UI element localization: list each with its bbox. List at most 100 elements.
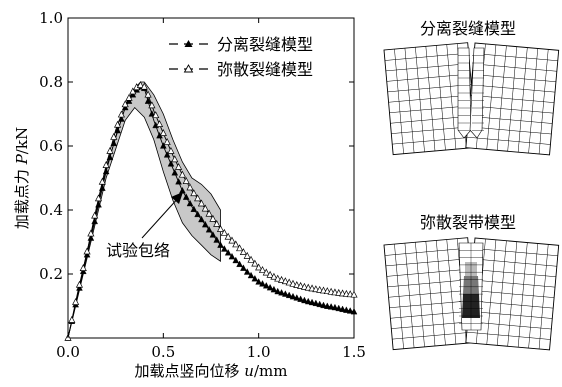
series-point-1 — [152, 111, 160, 119]
series-point-1 — [323, 287, 331, 295]
series-point-0 — [194, 210, 201, 218]
y-axis-label: 加载点力 P/kN — [13, 127, 31, 229]
mesh-line — [474, 248, 558, 257]
mesh-line — [472, 269, 556, 277]
series-point-1 — [209, 214, 217, 222]
mesh-line — [384, 247, 469, 256]
series-point-0 — [167, 160, 175, 167]
legend-marker-filled-triangle — [184, 40, 193, 47]
mesh-line — [392, 136, 476, 145]
series-point-1 — [270, 272, 278, 280]
mesh-line — [466, 331, 551, 340]
series-point-1 — [232, 240, 240, 248]
series-point-0 — [201, 220, 209, 228]
series-point-1 — [72, 297, 80, 305]
mesh-line — [468, 310, 553, 319]
series-point-1 — [136, 81, 145, 88]
series-point-0 — [148, 110, 156, 117]
series-point-0 — [232, 256, 240, 264]
series-point-0 — [160, 142, 167, 149]
series-point-1 — [190, 189, 198, 197]
series-point-0 — [198, 215, 205, 223]
envelope-annotation: 试验包络 — [106, 192, 183, 260]
series-point-1 — [293, 281, 301, 288]
mesh-line — [470, 290, 555, 298]
series-point-0 — [343, 306, 350, 313]
annotation-arrow-head — [171, 192, 183, 204]
series-point-0 — [255, 278, 262, 285]
mesh-line — [473, 258, 557, 267]
series-point-1 — [300, 282, 309, 290]
series-point-0 — [228, 252, 236, 260]
series-point-1 — [91, 211, 99, 219]
series-point-1 — [159, 129, 167, 136]
series-point-1 — [113, 120, 122, 128]
series-point-0 — [266, 283, 274, 291]
series-point-1 — [148, 101, 156, 109]
series-point-0 — [301, 296, 308, 304]
series-point-0 — [278, 289, 285, 296]
bottom-panel-title: 弥散裂带模型 — [420, 213, 516, 232]
series-point-0 — [316, 300, 324, 308]
test-envelope-area — [67, 81, 221, 339]
series-point-0 — [339, 305, 346, 312]
series-point-0 — [327, 303, 335, 310]
series-point-0 — [247, 271, 255, 279]
series-group — [64, 81, 358, 341]
series-point-1 — [102, 161, 110, 168]
series-point-1 — [79, 264, 87, 271]
x-tick-label: 0.0 — [56, 343, 80, 361]
mesh-top-left — [383, 42, 478, 156]
series-point-0 — [251, 274, 259, 282]
series-point-0 — [186, 199, 194, 207]
series-point-1 — [266, 270, 274, 278]
mesh-line — [470, 95, 555, 103]
series-point-1 — [262, 268, 270, 276]
series-point-1 — [312, 285, 320, 293]
x-tick-label: 1.5 — [342, 343, 366, 361]
series-point-1 — [175, 162, 183, 170]
series-point-0 — [91, 217, 99, 225]
series-point-0 — [346, 307, 354, 314]
legend-label-separated: 分离裂缝模型 — [217, 35, 313, 54]
separated-crack-interface — [457, 47, 485, 139]
series-point-1 — [289, 279, 297, 287]
legend: 分离裂缝模型 弥散裂缝模型 — [169, 35, 313, 79]
series-point-1 — [178, 170, 186, 178]
series-point-0 — [205, 226, 213, 233]
series-point-0 — [182, 193, 190, 200]
series-point-1 — [239, 248, 247, 255]
x-tick-label: 0.5 — [151, 343, 175, 361]
mesh-line — [387, 84, 472, 93]
series-point-0 — [209, 231, 217, 238]
series-point-1 — [68, 315, 76, 323]
series-point-1 — [121, 100, 129, 108]
mesh-line — [385, 63, 470, 72]
series-point-0 — [285, 291, 293, 299]
mesh-line — [386, 73, 471, 82]
series-point-0 — [293, 294, 301, 301]
series-point-1 — [163, 137, 171, 145]
plot-frame — [67, 17, 355, 339]
series-point-0 — [262, 282, 270, 289]
series-point-0 — [259, 280, 266, 287]
series-point-1 — [98, 177, 106, 185]
series-point-1 — [197, 199, 206, 207]
series-point-1 — [251, 259, 259, 267]
mesh-line — [388, 289, 473, 298]
mesh-line — [471, 84, 556, 93]
series-point-1 — [75, 280, 84, 288]
series-point-0 — [297, 295, 304, 302]
series-point-1 — [308, 284, 316, 292]
series-point-1 — [216, 225, 225, 232]
series-point-1 — [110, 132, 118, 140]
series-point-0 — [175, 178, 182, 185]
series-point-1 — [106, 146, 114, 154]
axis-ticks: 0.0 0.5 1.0 1.5 0.2 0.4 0.6 0.8 1.0 — [39, 9, 366, 361]
series-point-1 — [201, 204, 209, 212]
mesh-line — [469, 300, 554, 309]
series-point-1 — [155, 120, 164, 127]
series-point-1 — [186, 183, 194, 191]
